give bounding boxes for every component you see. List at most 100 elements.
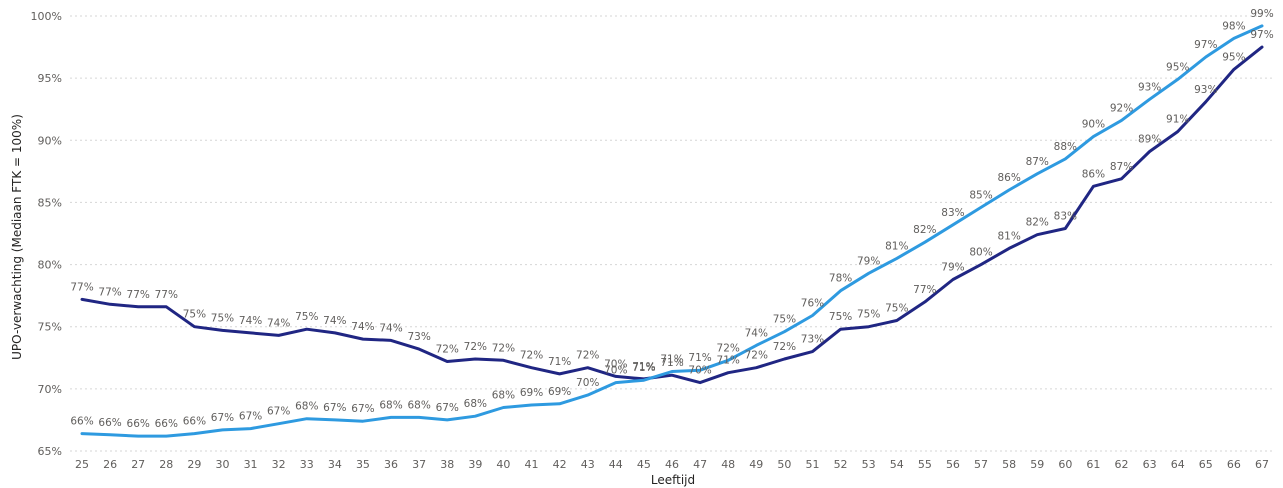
x-tick-label: 25 [75, 458, 89, 471]
x-tick-label: 36 [384, 458, 398, 471]
data-label: 82% [1026, 217, 1049, 229]
x-tick-label: 59 [1030, 458, 1044, 471]
x-tick-label: 50 [777, 458, 791, 471]
x-tick-label: 66 [1227, 458, 1241, 471]
data-label: 74% [323, 315, 346, 327]
data-label: 71% [632, 361, 655, 373]
data-label: 71% [548, 356, 571, 368]
x-tick-label: 42 [553, 458, 567, 471]
data-label: 71% [717, 355, 740, 367]
data-label: 78% [829, 273, 852, 285]
x-tick-label: 44 [609, 458, 623, 471]
gridlines [70, 15, 1274, 452]
data-label: 72% [436, 344, 459, 356]
x-tick-label: 58 [1002, 458, 1016, 471]
data-label: 72% [464, 341, 487, 353]
y-tick-label: 95% [38, 72, 62, 85]
data-label: 98% [1222, 20, 1245, 32]
y-axis-ticks: 65% 70% 75% 80% 85% 90% 95% 100% [31, 10, 62, 458]
x-tick-label: 47 [693, 458, 707, 471]
data-label: 99% [1250, 8, 1273, 20]
x-tick-label: 32 [272, 458, 286, 471]
x-tick-label: 35 [356, 458, 370, 471]
x-tick-label: 45 [637, 458, 651, 471]
data-label: 93% [1194, 84, 1217, 96]
data-label: 82% [913, 224, 936, 236]
data-label: 68% [295, 401, 318, 413]
y-tick-label: 75% [38, 321, 62, 334]
data-label: 90% [1082, 119, 1105, 131]
data-label: 68% [407, 399, 430, 411]
data-label: 81% [885, 240, 908, 252]
x-tick-label: 62 [1115, 458, 1129, 471]
data-label: 77% [127, 289, 150, 301]
data-label: 69% [520, 387, 543, 399]
y-tick-label: 100% [31, 10, 62, 23]
data-label: 70% [576, 377, 599, 389]
x-tick-label: 63 [1143, 458, 1157, 471]
x-tick-label: 65 [1199, 458, 1213, 471]
data-labels: 77% 77% 77% 77% 75% 75% 74% 74% 75% 74% 74% 74% 73% 7… [70, 8, 1273, 430]
data-label: 70% [604, 358, 627, 370]
data-label: 83% [941, 207, 964, 219]
data-label: 74% [745, 327, 768, 339]
data-label: 87% [1026, 156, 1049, 168]
x-tick-label: 34 [328, 458, 342, 471]
data-label: 81% [997, 230, 1020, 242]
data-label: 73% [801, 334, 824, 346]
x-tick-label: 57 [974, 458, 988, 471]
data-label: 66% [127, 418, 150, 430]
data-label: 67% [267, 406, 290, 418]
data-label: 72% [745, 350, 768, 362]
x-tick-label: 52 [834, 458, 848, 471]
x-axis-title: Leeftijd [651, 473, 695, 487]
data-label: 72% [717, 342, 740, 354]
data-label: 66% [155, 418, 178, 430]
x-axis-ticks: 25 26 27 28 29 30 31 32 33 34 35 36 37 38 39 40 41 42 43 44… [75, 458, 1269, 471]
x-tick-label: 38 [440, 458, 454, 471]
data-label: 70% [604, 365, 627, 377]
data-label: 93% [1138, 81, 1161, 93]
x-tick-label: 41 [525, 458, 539, 471]
x-tick-label: 26 [103, 458, 117, 471]
data-label: 72% [520, 350, 543, 362]
data-label: 86% [1082, 168, 1105, 180]
x-tick-label: 39 [468, 458, 482, 471]
x-tick-label: 30 [215, 458, 229, 471]
data-label: 66% [70, 416, 93, 428]
y-axis-title: UPO-verwachting (Mediaan FTK = 100%) [10, 114, 24, 360]
x-tick-label: 40 [496, 458, 510, 471]
x-tick-label: 64 [1171, 458, 1185, 471]
x-tick-label: 33 [300, 458, 314, 471]
series-line-1 [80, 45, 1264, 385]
x-tick-label: 49 [749, 458, 763, 471]
data-label: 73% [407, 331, 430, 343]
data-label: 75% [857, 309, 880, 321]
data-label: 67% [323, 402, 346, 414]
x-tick-label: 29 [187, 458, 201, 471]
data-label: 77% [98, 286, 121, 298]
data-label: 71% [632, 362, 655, 374]
data-label: 83% [1054, 211, 1077, 223]
x-tick-label: 51 [805, 458, 819, 471]
data-label: 92% [1110, 102, 1133, 114]
x-tick-label: 67 [1255, 458, 1269, 471]
data-label: 75% [829, 311, 852, 323]
x-tick-label: 43 [581, 458, 595, 471]
data-label: 87% [1110, 161, 1133, 173]
data-label: 76% [801, 298, 824, 310]
data-label: 72% [492, 342, 515, 354]
data-label: 95% [1166, 61, 1189, 73]
data-label: 72% [773, 341, 796, 353]
data-label: 69% [548, 386, 571, 398]
y-tick-label: 90% [38, 134, 62, 147]
x-tick-label: 60 [1058, 458, 1072, 471]
data-label: 85% [969, 189, 992, 201]
data-label: 95% [1222, 51, 1245, 63]
data-label: 91% [1166, 114, 1189, 126]
data-label: 74% [351, 321, 374, 333]
y-tick-label: 65% [38, 445, 62, 458]
data-label: 89% [1138, 133, 1161, 145]
x-tick-label: 46 [665, 458, 679, 471]
data-label: 70% [688, 365, 711, 377]
